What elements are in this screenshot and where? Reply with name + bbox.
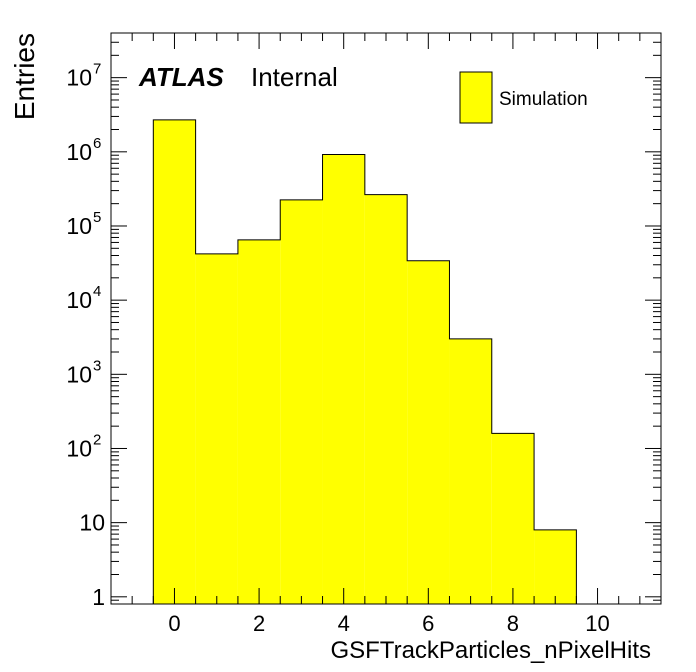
histogram-bar <box>195 253 238 604</box>
histogram-bar <box>322 154 365 604</box>
legend-entry: Simulation <box>499 89 588 110</box>
y-tick-label: 1 <box>92 584 105 610</box>
atlas-status-label: Internal <box>251 62 338 92</box>
x-axis-label: GSFTrackParticles_nPixelHits <box>330 637 651 664</box>
x-tick-label: 4 <box>338 611 350 636</box>
histogram-bar <box>364 194 408 604</box>
y-axis-label: Entries <box>9 33 40 120</box>
y-tick-label: 10 <box>66 139 92 165</box>
y-tick-label-exponent: 5 <box>93 209 101 226</box>
histogram-bars <box>152 119 577 604</box>
histogram-bar <box>407 260 450 604</box>
x-tick-labels: 0 2 4 6 8 10 <box>168 611 609 636</box>
histogram-bar <box>237 239 281 604</box>
y-tick-label: 10 <box>66 65 92 91</box>
histogram-bar <box>534 529 577 604</box>
y-tick-label: 10 <box>79 510 105 536</box>
histogram-bar <box>280 199 323 604</box>
x-tick-label: 8 <box>507 611 519 636</box>
y-tick-label: 10 <box>66 435 92 461</box>
axis-ticks <box>110 32 662 605</box>
atlas-label: ATLAS <box>138 62 224 92</box>
y-tick-label: 10 <box>66 361 92 387</box>
x-tick-label: 2 <box>253 611 265 636</box>
y-tick-label: 10 <box>66 287 92 313</box>
histogram-bar <box>153 119 196 604</box>
x-tick-label: 10 <box>585 611 609 636</box>
histogram-bar <box>449 338 492 604</box>
y-tick-label-exponent: 7 <box>93 61 101 78</box>
x-tick-label: 0 <box>168 611 180 636</box>
legend-swatch <box>459 71 493 124</box>
legend: Simulation <box>459 71 588 124</box>
y-tick-label: 10 <box>66 213 92 239</box>
y-tick-label-exponent: 6 <box>93 135 101 152</box>
histogram-bar <box>491 433 535 604</box>
y-tick-label-exponent: 2 <box>93 431 101 448</box>
y-tick-label-exponent: 3 <box>93 357 101 374</box>
histogram-outline <box>152 119 577 604</box>
y-tick-label-exponent: 4 <box>93 283 101 300</box>
x-tick-label: 6 <box>422 611 434 636</box>
